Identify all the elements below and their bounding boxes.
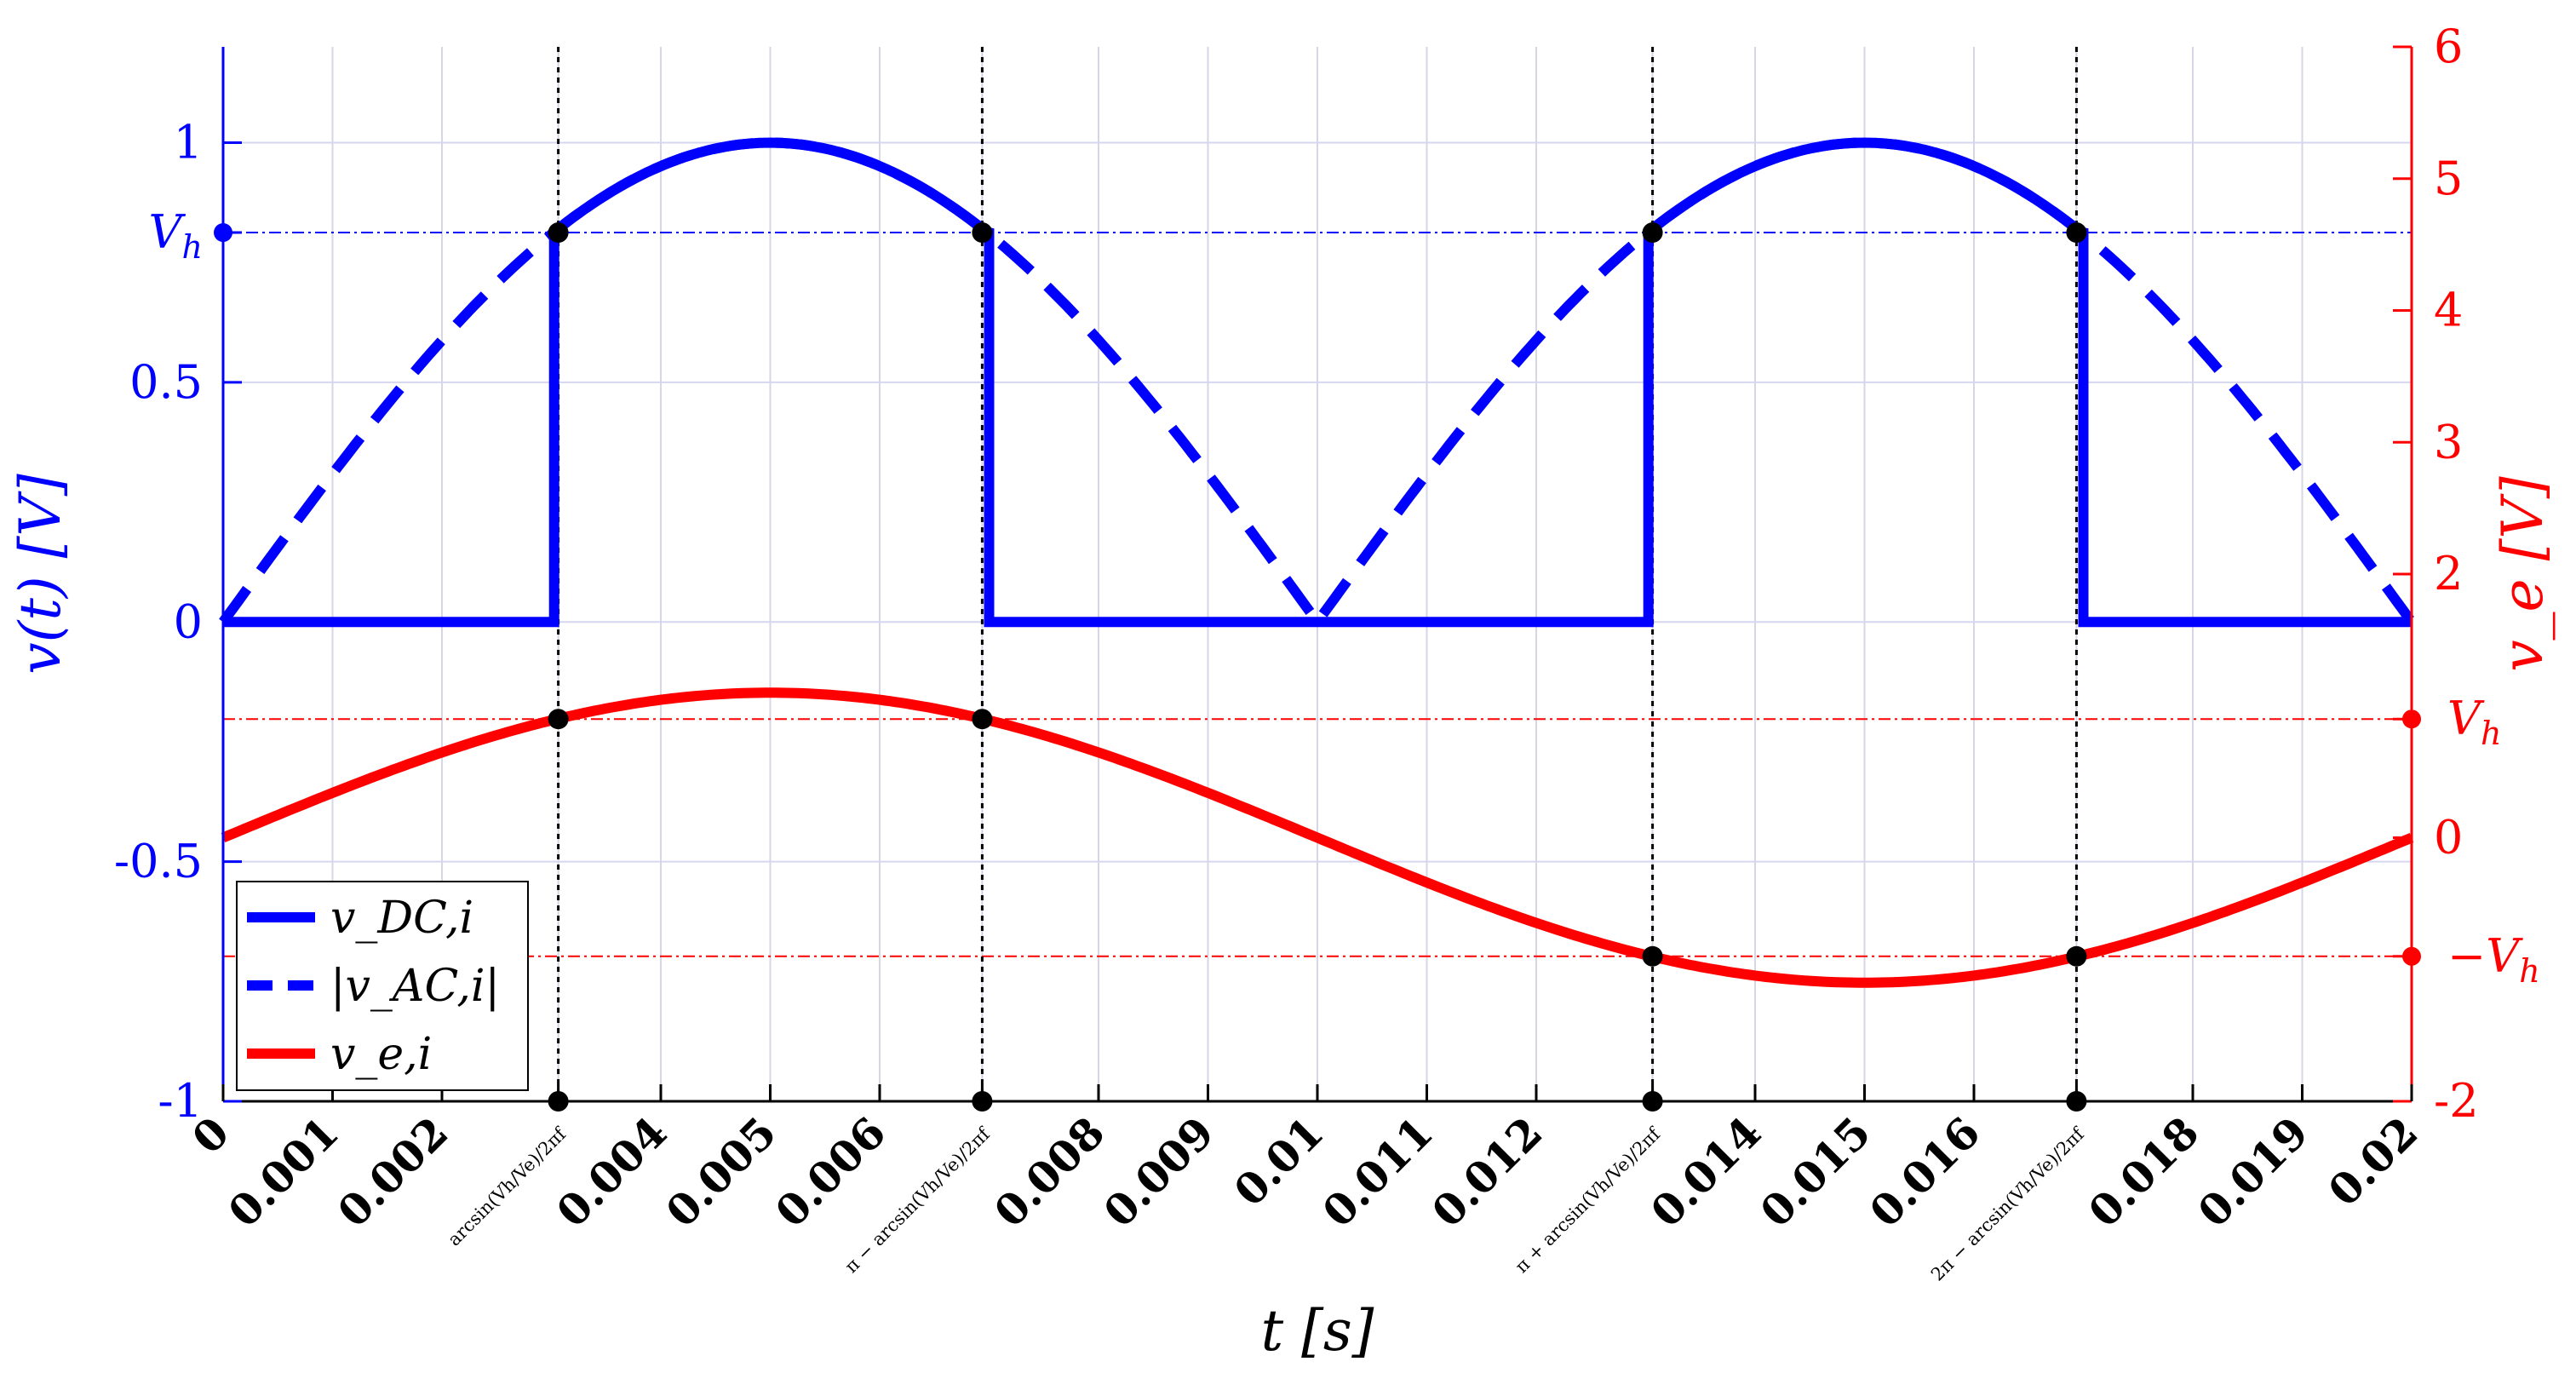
left-tick-label: -0.5 (114, 835, 203, 888)
right-tick-label: 2 (2434, 547, 2463, 600)
x-axis-label: t [s] (1261, 1298, 1374, 1364)
left-tick-label-main: V (149, 205, 186, 259)
left-tick-label: 0.5 (129, 355, 203, 409)
x-tick-label: 0.016 (1860, 1107, 1989, 1237)
x-tick-label: 0.015 (1751, 1107, 1880, 1237)
left-tick-label-sub: h (182, 228, 203, 266)
right-tick-label-sub: h (2481, 715, 2501, 752)
x-tick-label: 0.019 (2189, 1107, 2318, 1237)
left-tick-label: -1 (158, 1074, 203, 1128)
x-tick-label: 0.004 (547, 1107, 676, 1237)
x-tick-label: 0.001 (219, 1107, 348, 1237)
marker-ve-switch (548, 709, 569, 730)
right-tick-label-main: −V (2447, 929, 2523, 983)
legend: v_DC,i |v_AC,i| v_e,i (236, 881, 529, 1091)
right-tick-label: 3 (2434, 415, 2463, 468)
x-tick-label: 0.011 (1313, 1107, 1443, 1237)
x-tick-label: arcsin(Vh/Ve)/2πf (444, 1123, 571, 1249)
left-tick-label: Vh (149, 205, 203, 266)
x-tick-label: 0.005 (657, 1107, 786, 1237)
x-tick-label: 0.002 (328, 1107, 457, 1237)
x-tick-label: 0.009 (1094, 1107, 1224, 1237)
right-tick-label-sub: h (2519, 952, 2539, 990)
x-tick-label: 0.02 (2319, 1107, 2428, 1216)
series-vdc-line (223, 137, 2412, 628)
series-ve-line (221, 687, 2414, 988)
marker-vdc-switch (1642, 222, 1663, 244)
marker-vdc-switch (972, 222, 993, 244)
x-tick-label: 0.012 (1422, 1107, 1552, 1237)
marker-ve-switch (972, 709, 993, 730)
right-tick-label: −Vh (2447, 929, 2540, 990)
right-tick-label: Vh (2447, 692, 2501, 752)
legend-label: |v_AC,i| (330, 961, 500, 1012)
right-tick-label: 0 (2434, 811, 2463, 865)
right-tick-label: 5 (2434, 152, 2463, 205)
marker-ve-switch (2066, 945, 2087, 967)
y-axis-label-right: v_e [V] (2490, 476, 2556, 672)
x-tick-label: 0.008 (984, 1107, 1114, 1237)
marker-vdc-switch (548, 222, 569, 244)
x-tick-label: 0.014 (1641, 1107, 1770, 1237)
x-tick-label: 0.006 (766, 1107, 895, 1237)
legend-label: v_e,i (330, 1029, 432, 1080)
right-tick-label: -2 (2434, 1074, 2479, 1128)
marker-ve-switch (1642, 945, 1663, 967)
left-tick-label: 1 (174, 116, 203, 169)
marker-vdc-switch (2066, 222, 2087, 244)
legend-label: v_DC,i (330, 893, 473, 944)
right-tick-label: 6 (2434, 20, 2463, 73)
y-axis-label-left: v(t) [V] (8, 474, 73, 675)
x-tick-label: 0.018 (2079, 1107, 2208, 1237)
left-tick-label: 0 (174, 595, 203, 648)
right-tick-label: 4 (2434, 284, 2463, 337)
tick-labels: -1-0.500.5Vh1-2−Vh0Vh2345600.0010.002arc… (8, 20, 2556, 1364)
right-tick-label-main: V (2447, 692, 2485, 745)
